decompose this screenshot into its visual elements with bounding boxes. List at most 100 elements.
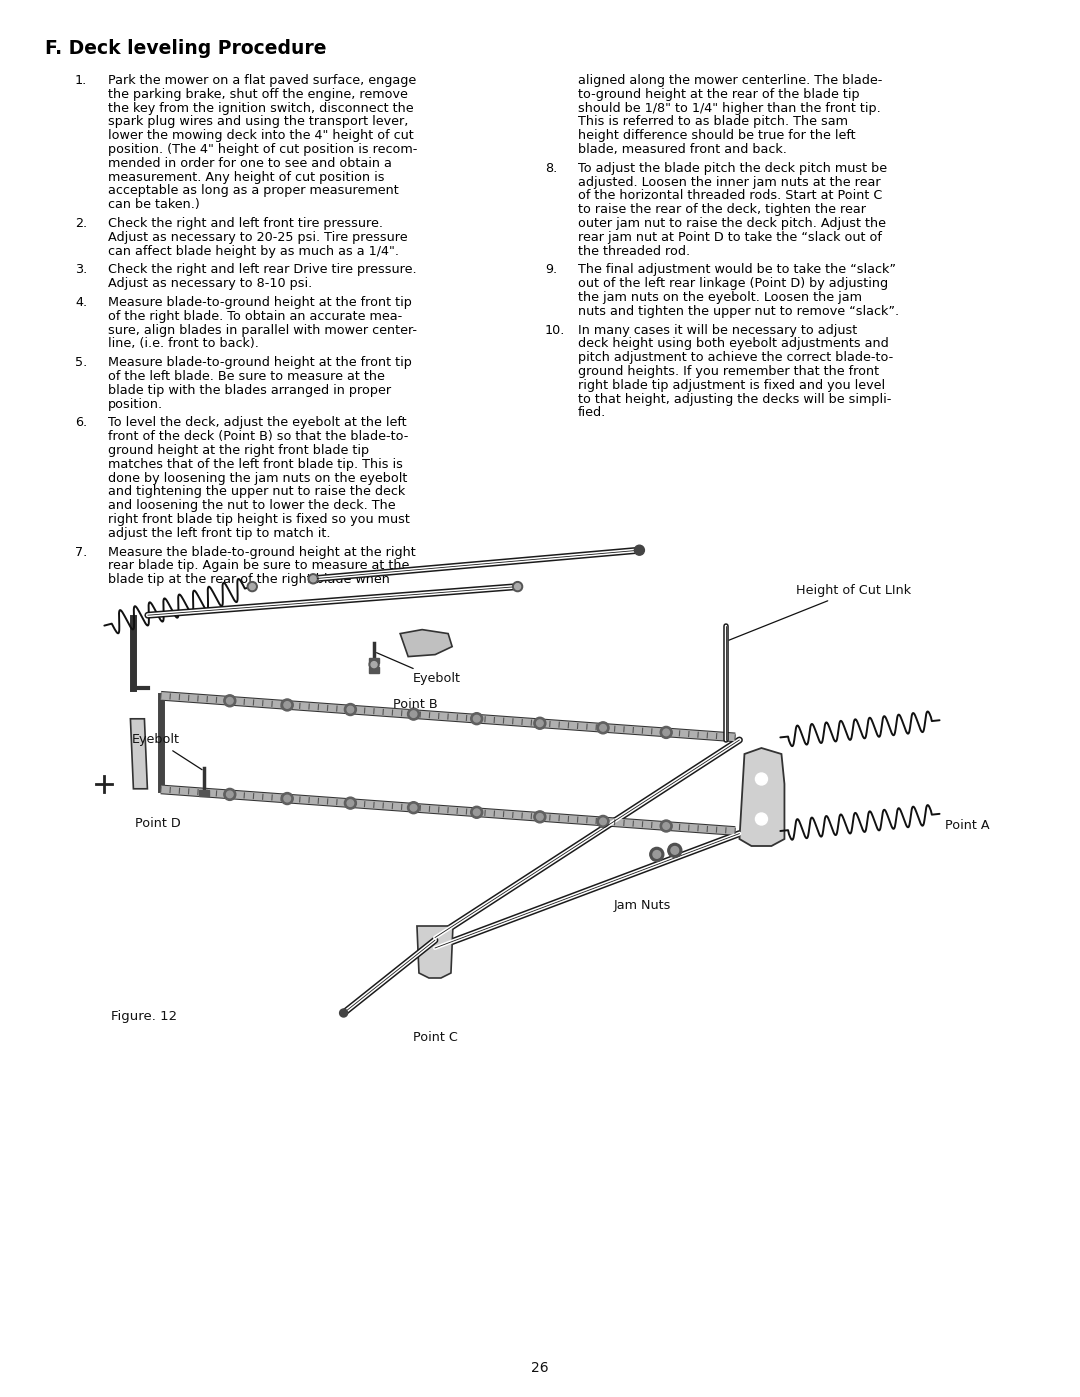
Text: mended in order for one to see and obtain a: mended in order for one to see and obtai…: [108, 156, 392, 170]
Circle shape: [369, 659, 379, 669]
Text: rear jam nut at Point D to take the “slack out of: rear jam nut at Point D to take the “sla…: [578, 231, 882, 244]
Circle shape: [407, 802, 419, 813]
Text: the key from the ignition switch, disconnect the: the key from the ignition switch, discon…: [108, 102, 414, 115]
Bar: [200, 789, 210, 796]
Text: to raise the rear of the deck, tighten the rear: to raise the rear of the deck, tighten t…: [578, 203, 866, 217]
Text: to-ground height at the rear of the blade tip: to-ground height at the rear of the blad…: [578, 88, 860, 101]
Text: position. (The 4" height of cut position is recom-: position. (The 4" height of cut position…: [108, 142, 417, 156]
Text: front of the deck (Point B) so that the blade-to-: front of the deck (Point B) so that the …: [108, 430, 408, 443]
Text: spark plug wires and using the transport lever,: spark plug wires and using the transport…: [108, 116, 408, 129]
Text: and tightening the upper nut to raise the deck: and tightening the upper nut to raise th…: [108, 485, 405, 499]
Circle shape: [473, 809, 480, 816]
Text: the threaded rod.: the threaded rod.: [578, 244, 690, 257]
Circle shape: [667, 844, 681, 858]
Text: Point D: Point D: [135, 817, 180, 830]
Text: Adjust as necessary to 20-25 psi. Tire pressure: Adjust as necessary to 20-25 psi. Tire p…: [108, 231, 407, 244]
Text: 10.: 10.: [545, 324, 565, 337]
Text: pitch adjustment to achieve the correct blade-to-: pitch adjustment to achieve the correct …: [578, 351, 893, 365]
Circle shape: [247, 581, 257, 591]
Text: F. Deck leveling Procedure: F. Deck leveling Procedure: [45, 39, 326, 59]
Circle shape: [660, 726, 672, 739]
Text: can affect blade height by as much as a 1/4".: can affect blade height by as much as a …: [108, 244, 399, 257]
Text: 4.: 4.: [75, 296, 87, 309]
Bar: [369, 666, 379, 672]
Circle shape: [227, 791, 233, 798]
Text: Figure. 12: Figure. 12: [111, 1010, 177, 1024]
Circle shape: [597, 722, 609, 733]
Circle shape: [249, 584, 255, 590]
Circle shape: [534, 717, 545, 729]
Text: sure, align blades in parallel with mower center-: sure, align blades in parallel with mowe…: [108, 324, 417, 337]
Circle shape: [534, 810, 545, 823]
Text: 9.: 9.: [545, 264, 557, 277]
Polygon shape: [740, 747, 784, 847]
Circle shape: [407, 708, 419, 719]
Circle shape: [410, 711, 417, 718]
Text: In many cases it will be necessary to adjust: In many cases it will be necessary to ad…: [578, 324, 858, 337]
Circle shape: [224, 694, 235, 707]
Text: This is referred to as blade pitch. The sam: This is referred to as blade pitch. The …: [578, 116, 848, 129]
Circle shape: [597, 816, 609, 827]
Circle shape: [224, 788, 235, 800]
Polygon shape: [417, 926, 453, 978]
Text: right front blade tip height is fixed so you must: right front blade tip height is fixed so…: [108, 513, 410, 527]
Circle shape: [227, 697, 233, 704]
Text: of the left blade. Be sure to measure at the: of the left blade. Be sure to measure at…: [108, 370, 384, 383]
Text: of the horizontal threaded rods. Start at Point C: of the horizontal threaded rods. Start a…: [578, 190, 882, 203]
Circle shape: [284, 701, 291, 708]
Text: lower the mowing deck into the 4" height of cut: lower the mowing deck into the 4" height…: [108, 129, 414, 142]
Text: out of the left rear linkage (Point D) by adjusting: out of the left rear linkage (Point D) b…: [578, 277, 888, 291]
Text: the jam nuts on the eyebolt. Loosen the jam: the jam nuts on the eyebolt. Loosen the …: [578, 291, 862, 305]
Text: blade, measured front and back.: blade, measured front and back.: [578, 142, 787, 156]
Text: line, (i.e. front to back).: line, (i.e. front to back).: [108, 338, 259, 351]
Circle shape: [310, 576, 316, 581]
Circle shape: [671, 847, 678, 854]
Circle shape: [347, 800, 353, 806]
Text: blade tip with the blades arranged in proper: blade tip with the blades arranged in pr…: [108, 384, 391, 397]
Circle shape: [281, 792, 294, 805]
Circle shape: [514, 584, 521, 590]
Circle shape: [599, 819, 606, 824]
Text: adjusted. Loosen the inner jam nuts at the rear: adjusted. Loosen the inner jam nuts at t…: [578, 176, 880, 189]
Text: 26: 26: [531, 1361, 549, 1375]
Circle shape: [537, 813, 543, 820]
Text: Measure the blade-to-ground height at the right: Measure the blade-to-ground height at th…: [108, 546, 416, 559]
Text: Height of Cut LInk: Height of Cut LInk: [729, 584, 912, 640]
Text: Park the mower on a flat paved surface, engage: Park the mower on a flat paved surface, …: [108, 74, 416, 87]
Circle shape: [653, 851, 661, 858]
Text: To level the deck, adjust the eyebolt at the left: To level the deck, adjust the eyebolt at…: [108, 416, 407, 429]
Circle shape: [410, 805, 417, 812]
Text: Adjust as necessary to 8-10 psi.: Adjust as necessary to 8-10 psi.: [108, 277, 312, 291]
Circle shape: [473, 715, 480, 722]
Text: ground heights. If you remember that the front: ground heights. If you remember that the…: [578, 365, 879, 379]
Text: the parking brake, shut off the engine, remove: the parking brake, shut off the engine, …: [108, 88, 408, 101]
Polygon shape: [131, 719, 147, 789]
Text: outer jam nut to raise the deck pitch. Adjust the: outer jam nut to raise the deck pitch. A…: [578, 217, 886, 231]
Text: 1.: 1.: [75, 74, 87, 87]
Text: matches that of the left front blade tip. This is: matches that of the left front blade tip…: [108, 458, 403, 471]
Text: nuts and tighten the upper nut to remove “slack”.: nuts and tighten the upper nut to remove…: [578, 305, 900, 317]
Text: should be 1/8" to 1/4" higher than the front tip.: should be 1/8" to 1/4" higher than the f…: [578, 102, 881, 115]
Circle shape: [663, 823, 670, 830]
Text: position.: position.: [108, 398, 163, 411]
Text: measurement. Any height of cut position is: measurement. Any height of cut position …: [108, 170, 384, 183]
Text: adjust the left front tip to match it.: adjust the left front tip to match it.: [108, 527, 330, 539]
Circle shape: [755, 773, 768, 785]
Circle shape: [347, 707, 353, 712]
Circle shape: [308, 574, 319, 584]
Text: of the right blade. To obtain an accurate mea-: of the right blade. To obtain an accurat…: [108, 310, 402, 323]
Circle shape: [339, 1009, 348, 1017]
Circle shape: [372, 662, 377, 668]
Text: Eyebolt: Eyebolt: [377, 652, 461, 686]
Text: rear blade tip. Again be sure to measure at the: rear blade tip. Again be sure to measure…: [108, 559, 409, 573]
Text: Check the right and left front tire pressure.: Check the right and left front tire pres…: [108, 217, 383, 231]
Text: ground height at the right front blade tip: ground height at the right front blade t…: [108, 444, 369, 457]
Text: 6.: 6.: [75, 416, 87, 429]
Text: Jam Nuts: Jam Nuts: [613, 898, 671, 912]
Text: aligned along the mower centerline. The blade-: aligned along the mower centerline. The …: [578, 74, 882, 87]
Text: deck height using both eyebolt adjustments and: deck height using both eyebolt adjustmen…: [578, 338, 889, 351]
Circle shape: [599, 725, 606, 731]
Text: Eyebolt: Eyebolt: [132, 733, 202, 770]
Text: To adjust the blade pitch the deck pitch must be: To adjust the blade pitch the deck pitch…: [578, 162, 887, 175]
Circle shape: [663, 729, 670, 736]
